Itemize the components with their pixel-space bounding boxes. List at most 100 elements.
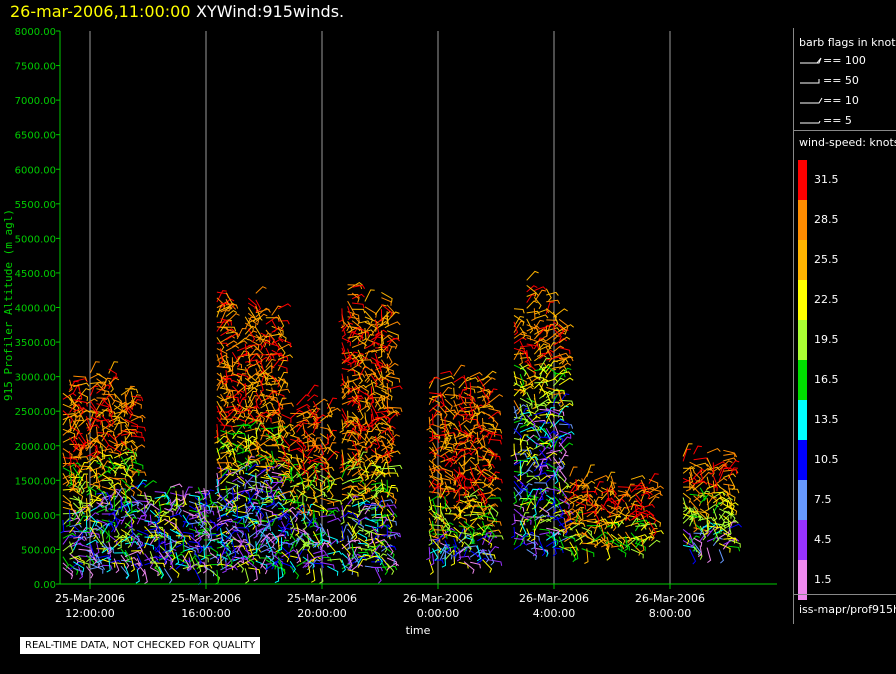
wind-barb	[327, 428, 336, 442]
wind-barb	[581, 526, 595, 538]
wind-barb	[101, 564, 113, 570]
wind-barb	[270, 549, 275, 562]
wind-barb	[255, 406, 262, 422]
wind-barb	[530, 537, 536, 550]
wind-barb	[220, 563, 234, 571]
wind-barb	[552, 377, 565, 387]
wind-barb	[347, 569, 359, 577]
wind-barb	[444, 540, 451, 553]
wind-barb	[476, 464, 483, 477]
wind-barb	[526, 428, 542, 433]
wind-barb	[386, 330, 399, 340]
x-tick-date: 25-Mar-2006	[55, 592, 125, 605]
wind-barb	[381, 467, 397, 473]
wind-barb	[252, 541, 258, 554]
wind-barb	[513, 508, 524, 521]
wind-barb	[625, 531, 631, 544]
wind-barb	[469, 404, 474, 418]
wind-barb	[351, 457, 365, 467]
wind-barb	[386, 409, 400, 417]
wind-barb	[244, 325, 257, 335]
wind-barb	[232, 361, 243, 369]
wind-barb	[357, 372, 363, 385]
wind-barb	[232, 560, 244, 568]
wind-barb	[379, 512, 384, 527]
wind-barb	[300, 483, 306, 496]
wind-barb	[364, 381, 378, 389]
wind-barb	[463, 387, 476, 394]
wind-barb	[474, 450, 479, 466]
wind-barb	[552, 495, 560, 506]
wind-barb	[351, 529, 364, 540]
wind-barb	[260, 449, 271, 459]
wind-barb	[543, 325, 548, 339]
wind-barb	[327, 565, 339, 576]
wind-barb	[154, 520, 161, 535]
wind-barb	[364, 462, 375, 473]
wind-barb	[312, 421, 322, 434]
wind-barb	[513, 400, 521, 415]
colorbar-label: 31.5	[814, 173, 839, 186]
wind-barb	[706, 496, 717, 506]
wind-barb	[469, 504, 479, 517]
wind-barb	[277, 432, 284, 446]
wind-barb	[386, 450, 401, 456]
wind-barb	[526, 533, 540, 541]
wind-barb	[232, 385, 243, 399]
wind-barb	[182, 531, 195, 538]
wind-barb	[440, 419, 452, 427]
wind-barb	[302, 427, 311, 442]
y-tick-label: 4500.00	[15, 269, 56, 280]
wind-barb	[381, 499, 394, 504]
wind-barb	[247, 390, 257, 403]
wind-barb	[444, 448, 458, 457]
wind-barb	[247, 445, 253, 459]
wind-barb	[163, 491, 170, 505]
wind-barb	[428, 404, 441, 413]
wind-barb	[277, 539, 290, 553]
wind-barb	[488, 504, 499, 517]
wind-barb	[371, 506, 377, 519]
wind-barb	[101, 425, 115, 437]
wind-barb	[444, 428, 452, 442]
wind-barb	[313, 550, 327, 555]
wind-barb	[526, 343, 540, 351]
wind-barb	[271, 476, 283, 482]
wind-barb	[220, 538, 228, 554]
wind-barb	[526, 270, 539, 281]
wind-barb	[439, 544, 450, 554]
wind-barb	[466, 382, 472, 397]
wind-barb	[530, 525, 536, 542]
wind-barb	[617, 510, 628, 521]
wind-barb	[347, 495, 359, 506]
wind-barb	[129, 456, 134, 470]
wind-barb	[519, 397, 533, 409]
y-tick-label: 1000.00	[15, 511, 56, 522]
wind-barb	[120, 467, 134, 476]
wind-barb	[218, 528, 224, 544]
wind-barb	[463, 430, 477, 438]
wind-barb	[513, 475, 524, 488]
wind-barb	[569, 522, 586, 528]
wind-barb	[558, 336, 571, 344]
wind-barb	[593, 531, 609, 541]
wind-barb	[482, 553, 496, 560]
wind-barb	[155, 538, 160, 553]
wind-barb	[340, 373, 345, 387]
wind-barb	[534, 403, 547, 410]
wind-barb	[136, 541, 143, 554]
wind-barb	[347, 539, 362, 544]
wind-barb	[519, 461, 528, 472]
wind-barb	[194, 489, 211, 495]
wind-barb	[347, 458, 361, 469]
wind-barb	[709, 462, 714, 475]
wind-barb	[440, 381, 455, 387]
wind-barb	[386, 533, 400, 538]
wind-barb	[271, 460, 288, 465]
wind-barb	[247, 543, 253, 558]
wind-barb	[277, 462, 293, 472]
wind-barb	[549, 437, 555, 452]
wind-barb	[706, 482, 718, 492]
wind-barb	[381, 304, 393, 317]
wind-barb	[347, 351, 359, 361]
